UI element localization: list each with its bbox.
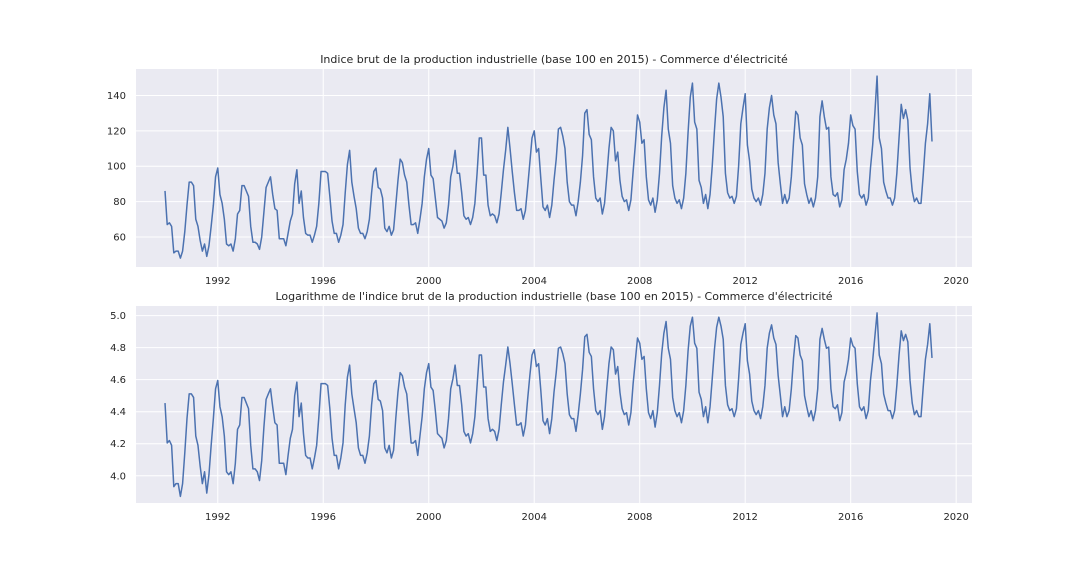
y-tick-label: 80 xyxy=(113,197,126,208)
y-tick-label: 5.0 xyxy=(110,311,126,322)
x-tick-label: 2020 xyxy=(943,512,968,523)
x-tick-label: 2004 xyxy=(521,276,546,287)
y-tick-label: 120 xyxy=(107,126,126,137)
x-tick-label: 1992 xyxy=(205,512,230,523)
x-tick-label: 2016 xyxy=(838,512,863,523)
y-tick-label: 4.0 xyxy=(110,471,126,482)
chart-indice-brut: Indice brut de la production industriell… xyxy=(107,53,972,287)
x-tick-label: 2000 xyxy=(416,512,441,523)
x-tick-label: 1996 xyxy=(311,512,336,523)
x-tick-label: 2012 xyxy=(732,276,757,287)
chart-logarithme-indice: Logarithme de l'indice brut de la produc… xyxy=(110,290,972,523)
x-tick-label: 2020 xyxy=(943,276,968,287)
x-tick-label: 1992 xyxy=(205,276,230,287)
y-tick-label: 4.2 xyxy=(110,439,126,450)
y-tick-label: 140 xyxy=(107,91,126,102)
y-tick-label: 4.8 xyxy=(110,343,126,354)
x-tick-label: 2008 xyxy=(627,512,652,523)
x-tick-label: 2016 xyxy=(838,276,863,287)
plot-background xyxy=(136,306,972,503)
y-tick-label: 60 xyxy=(113,232,126,243)
chart-title: Indice brut de la production industriell… xyxy=(320,53,788,66)
y-tick-label: 4.4 xyxy=(110,407,126,418)
y-tick-label: 100 xyxy=(107,162,126,173)
x-tick-label: 1996 xyxy=(311,276,336,287)
x-tick-label: 2008 xyxy=(627,276,652,287)
x-tick-label: 2012 xyxy=(732,512,757,523)
chart-title: Logarithme de l'indice brut de la produc… xyxy=(276,290,833,303)
plot-background xyxy=(136,69,972,267)
x-tick-label: 2004 xyxy=(521,512,546,523)
series-line xyxy=(164,312,933,498)
series-line xyxy=(164,75,933,259)
y-tick-label: 4.6 xyxy=(110,375,126,386)
x-tick-label: 2000 xyxy=(416,276,441,287)
